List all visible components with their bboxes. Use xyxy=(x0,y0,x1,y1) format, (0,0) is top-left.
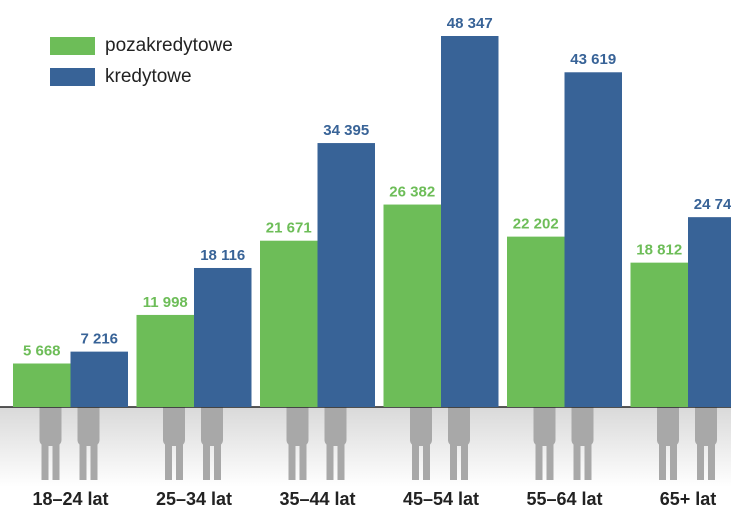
body xyxy=(163,396,185,446)
bar xyxy=(507,236,565,407)
leg xyxy=(176,444,183,480)
leg xyxy=(461,444,468,480)
body xyxy=(448,396,470,446)
leg xyxy=(90,444,98,480)
legend-label: kredytowe xyxy=(105,66,192,87)
body xyxy=(657,396,679,446)
bar xyxy=(441,36,499,407)
leg xyxy=(214,444,221,480)
value-label: 21 671 xyxy=(266,220,312,237)
x-tick-label: 18–24 lat xyxy=(32,489,108,509)
bar xyxy=(564,72,622,407)
leg xyxy=(203,444,210,480)
value-label: 24 740 xyxy=(694,196,731,213)
leg xyxy=(326,444,334,480)
bar xyxy=(70,351,128,407)
value-label: 34 395 xyxy=(323,122,369,139)
x-tick-label: 35–44 lat xyxy=(279,489,355,509)
legend-swatch xyxy=(50,37,95,55)
x-tick-label: 45–54 lat xyxy=(403,489,479,509)
body xyxy=(695,396,717,446)
leg xyxy=(584,444,592,480)
bar xyxy=(383,204,441,407)
body xyxy=(77,396,100,446)
leg xyxy=(450,444,457,480)
bar xyxy=(688,217,731,407)
body xyxy=(571,396,594,446)
value-label: 48 347 xyxy=(447,15,493,32)
value-label: 43 619 xyxy=(570,51,616,68)
value-label: 18 116 xyxy=(200,247,245,264)
leg xyxy=(697,444,704,480)
body xyxy=(201,396,223,446)
leg xyxy=(708,444,715,480)
body xyxy=(39,396,62,446)
bar xyxy=(136,314,194,407)
value-label: 18 812 xyxy=(636,242,682,259)
bar xyxy=(317,143,375,407)
leg xyxy=(79,444,87,480)
x-tick-label: 25–34 lat xyxy=(156,489,232,509)
x-tick-label: 55–64 lat xyxy=(526,489,602,509)
leg xyxy=(337,444,345,480)
leg xyxy=(423,444,430,480)
leg xyxy=(659,444,666,480)
bar xyxy=(13,363,71,407)
value-label: 11 998 xyxy=(143,294,188,311)
leg xyxy=(573,444,581,480)
bar xyxy=(630,262,688,407)
body xyxy=(533,396,556,446)
body xyxy=(286,396,309,446)
legend-label: pozakredytowe xyxy=(105,35,233,56)
value-label: 22 202 xyxy=(513,216,559,233)
x-tick-label: 65+ lat xyxy=(660,489,717,509)
body xyxy=(324,396,347,446)
leg xyxy=(535,444,543,480)
legend-swatch xyxy=(50,68,95,86)
body xyxy=(410,396,432,446)
bar xyxy=(194,267,252,407)
leg xyxy=(299,444,307,480)
floor xyxy=(0,407,731,487)
leg xyxy=(288,444,296,480)
value-label: 26 382 xyxy=(389,184,435,201)
leg xyxy=(412,444,419,480)
value-label: 5 668 xyxy=(23,342,61,359)
leg xyxy=(670,444,677,480)
leg xyxy=(546,444,554,480)
leg xyxy=(165,444,172,480)
leg xyxy=(52,444,60,480)
leg xyxy=(41,444,49,480)
value-label: 7 216 xyxy=(80,331,118,348)
bar xyxy=(260,240,318,407)
